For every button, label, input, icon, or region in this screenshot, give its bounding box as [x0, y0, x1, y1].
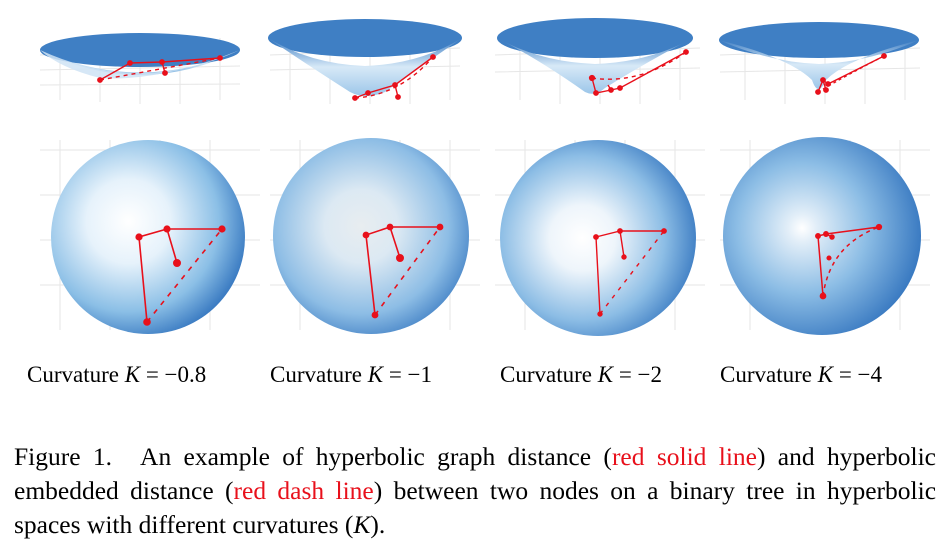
disk-top-view-k-4 [723, 137, 921, 335]
red-solid-line-text: red solid line [611, 442, 757, 471]
disk-side-view-k-0.8 [40, 33, 240, 79]
path-red-top-k-0.8 [135, 225, 226, 326]
disk-top-view-k-1 [273, 138, 469, 334]
path-red-k-1 [352, 54, 436, 101]
panel-label-k-2: Curvature K = −2 [500, 362, 663, 387]
path-red-k-2 [588, 49, 689, 96]
path-red-top-k-4 [815, 223, 883, 300]
caption-label: Figure 1. [14, 442, 113, 471]
disk-side-view-k-4 [719, 22, 919, 89]
path-red-k-4 [815, 53, 887, 95]
panel-label-k-1: Curvature K = −1 [270, 362, 433, 387]
path-red-top-k-1 [362, 223, 444, 319]
path-red-k-0.8 [97, 55, 223, 83]
red-dash-line-text: red dash line [233, 476, 374, 505]
disk-top-view-k-0.8 [51, 140, 245, 334]
panel-label-k-0.8: Curvature K = −0.8 [27, 362, 207, 387]
disk-side-view-k-2 [497, 18, 693, 94]
figure-caption: Figure 1. An example of hyperbolic graph … [14, 442, 937, 539]
panel-label-k-4: Curvature K = −4 [720, 362, 883, 387]
path-red-top-k-2 [593, 228, 667, 317]
disk-side-view-k-1 [268, 19, 462, 96]
figure-illustration [39, 18, 930, 336]
